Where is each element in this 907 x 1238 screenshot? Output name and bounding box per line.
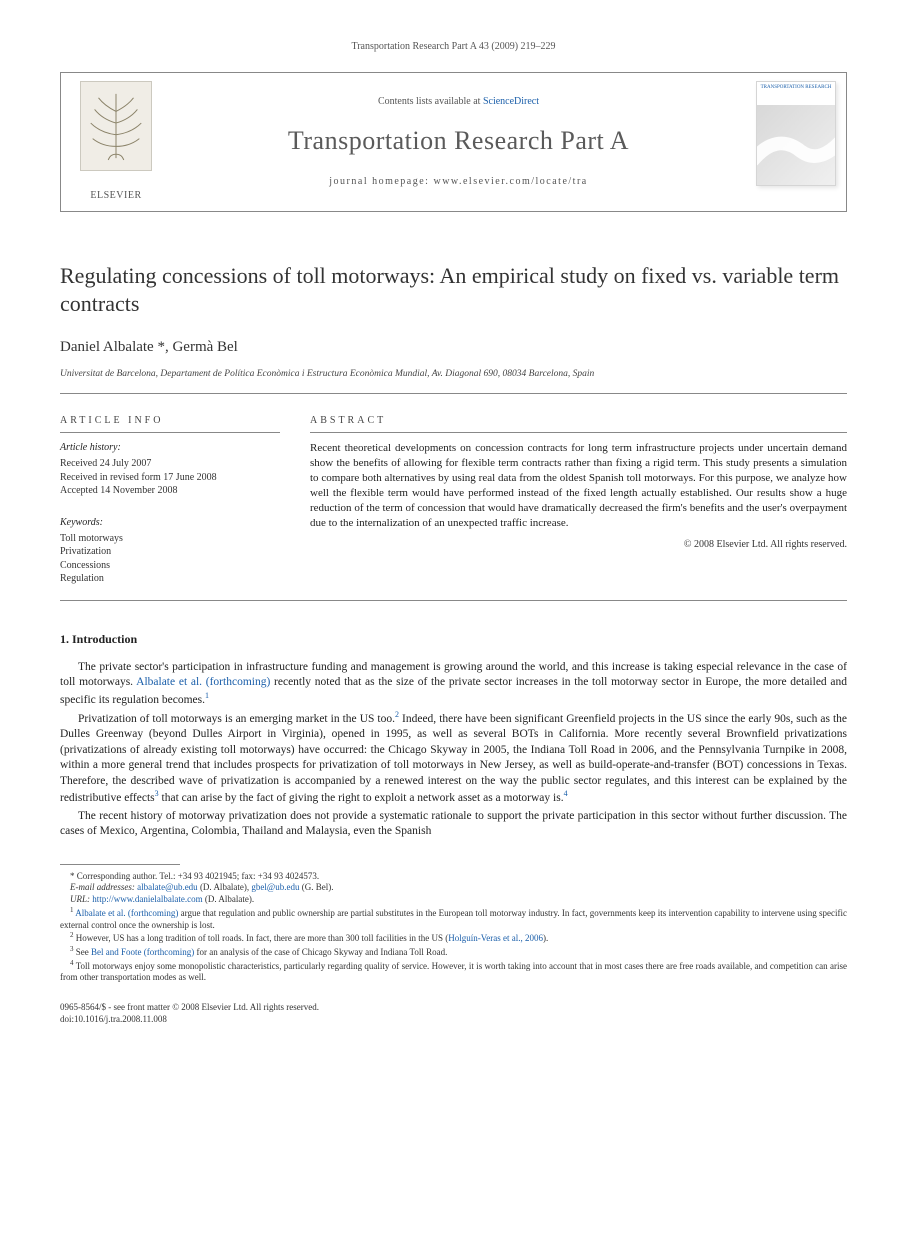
p2-text-b: Indeed, there have been significant Gree… [60,713,847,804]
fn2-text: However, US has a long tradition of toll… [76,933,449,943]
abstract-label: ABSTRACT [310,414,847,433]
author-list: Daniel Albalate *, Germà Bel [60,337,847,358]
elsevier-tree-icon [80,81,152,171]
intro-para-3: The recent history of motorway privatiza… [60,809,847,840]
fn1-text: argue that regulation and public ownersh… [60,908,847,930]
fn1-cite-link[interactable]: Albalate et al. (forthcoming) [75,908,178,918]
footnote-ref-1[interactable]: 1 [205,691,209,700]
journal-header-box: ELSEVIER Contents lists available at Sci… [60,72,847,212]
keyword-1: Toll motorways [60,532,280,546]
article-info-left: ARTICLE INFO Article history: Received 2… [60,414,280,586]
sciencedirect-link[interactable]: ScienceDirect [483,96,539,107]
email-who-2: (G. Bel). [299,882,333,892]
cite-albalate-link[interactable]: Albalate et al. (forthcoming) [136,676,270,688]
article-info-row: ARTICLE INFO Article history: Received 2… [60,414,847,601]
keywords-label: Keywords: [60,516,280,530]
footnote-1: 1 Albalate et al. (forthcoming) argue th… [60,906,847,931]
author-affiliation: Universitat de Barcelona, Departament de… [60,368,847,394]
corresponding-author-note: * Corresponding author. Tel.: +34 93 402… [60,871,847,883]
keyword-4: Regulation [60,572,280,586]
abstract-text: Recent theoretical developments on conce… [310,441,847,530]
running-header: Transportation Research Part A 43 (2009)… [60,40,847,54]
keyword-3: Concessions [60,559,280,573]
fn3-text-a: See [76,947,91,957]
footnote-3: 3 See Bel and Foote (forthcoming) for an… [60,945,847,959]
journal-cover-thumbnail: TRANSPORTATION RESEARCH [756,81,836,186]
doi-line: doi:10.1016/j.tra.2008.11.008 [60,1014,847,1026]
article-title: Regulating concessions of toll motorways… [60,262,847,317]
article-info-label: ARTICLE INFO [60,414,280,433]
url-who: (D. Albalate). [203,894,254,904]
email-link-2[interactable]: gbel@ub.edu [251,882,299,892]
elsevier-label: ELSEVIER [90,189,141,203]
history-revised: Received in revised form 17 June 2008 [60,471,280,485]
fn2-tail: ). [543,933,548,943]
intro-para-1: The private sector's participation in in… [60,660,847,708]
publisher-logo-block: ELSEVIER [61,73,171,211]
email-who-1: (D. Albalate), [198,882,252,892]
url-note: URL: http://www.danielalbalate.com (D. A… [60,894,847,906]
p2-text-a: Privatization of toll motorways is an em… [78,713,395,725]
history-received: Received 24 July 2007 [60,457,280,471]
fn4-text: Toll motorways enjoy some monopolistic c… [60,961,847,983]
history-accepted: Accepted 14 November 2008 [60,484,280,498]
fn3-cite-link[interactable]: Bel and Foote (forthcoming) [91,947,194,957]
email-addresses-note: E-mail addresses: albalate@ub.edu (D. Al… [60,882,847,894]
p2-text-c: that can arise by the fact of giving the… [159,792,564,804]
contents-prefix: Contents lists available at [378,96,483,107]
intro-para-2: Privatization of toll motorways is an em… [60,710,847,807]
front-matter-block: 0965-8564/$ - see front matter © 2008 El… [60,1002,847,1025]
contents-available-line: Contents lists available at ScienceDirec… [378,95,539,109]
email-label: E-mail addresses: [70,882,135,892]
keyword-2: Privatization [60,545,280,559]
homepage-prefix: journal homepage: [329,176,433,187]
abstract-block: ABSTRACT Recent theoretical developments… [310,414,847,586]
cover-title-text: TRANSPORTATION RESEARCH [757,82,835,105]
footnote-ref-4[interactable]: 4 [564,789,568,798]
email-link-1[interactable]: albalate@ub.edu [137,882,198,892]
fn3-text-b: for an analysis of the case of Chicago S… [194,947,447,957]
journal-title: Transportation Research Part A [288,123,629,159]
fn2-cite-link[interactable]: Holguín-Veras et al., 2006 [448,933,543,943]
footnote-separator [60,864,180,865]
author-url-link[interactable]: http://www.danielalbalate.com [92,894,202,904]
section-1-title: 1. Introduction [60,631,847,648]
homepage-url: www.elsevier.com/locate/tra [433,176,587,187]
abstract-copyright: © 2008 Elsevier Ltd. All rights reserved… [310,538,847,552]
keywords-block: Keywords: Toll motorways Privatization C… [60,516,280,586]
journal-center-block: Contents lists available at ScienceDirec… [171,73,746,211]
journal-homepage-line: journal homepage: www.elsevier.com/locat… [329,175,587,189]
history-label: Article history: [60,441,280,455]
front-matter-line: 0965-8564/$ - see front matter © 2008 El… [60,1002,847,1014]
footnote-4: 4 Toll motorways enjoy some monopolistic… [60,959,847,984]
journal-cover-block: TRANSPORTATION RESEARCH [746,73,846,211]
url-label: URL: [70,894,90,904]
cover-art [757,105,835,185]
footnote-2: 2 However, US has a long tradition of to… [60,931,847,945]
